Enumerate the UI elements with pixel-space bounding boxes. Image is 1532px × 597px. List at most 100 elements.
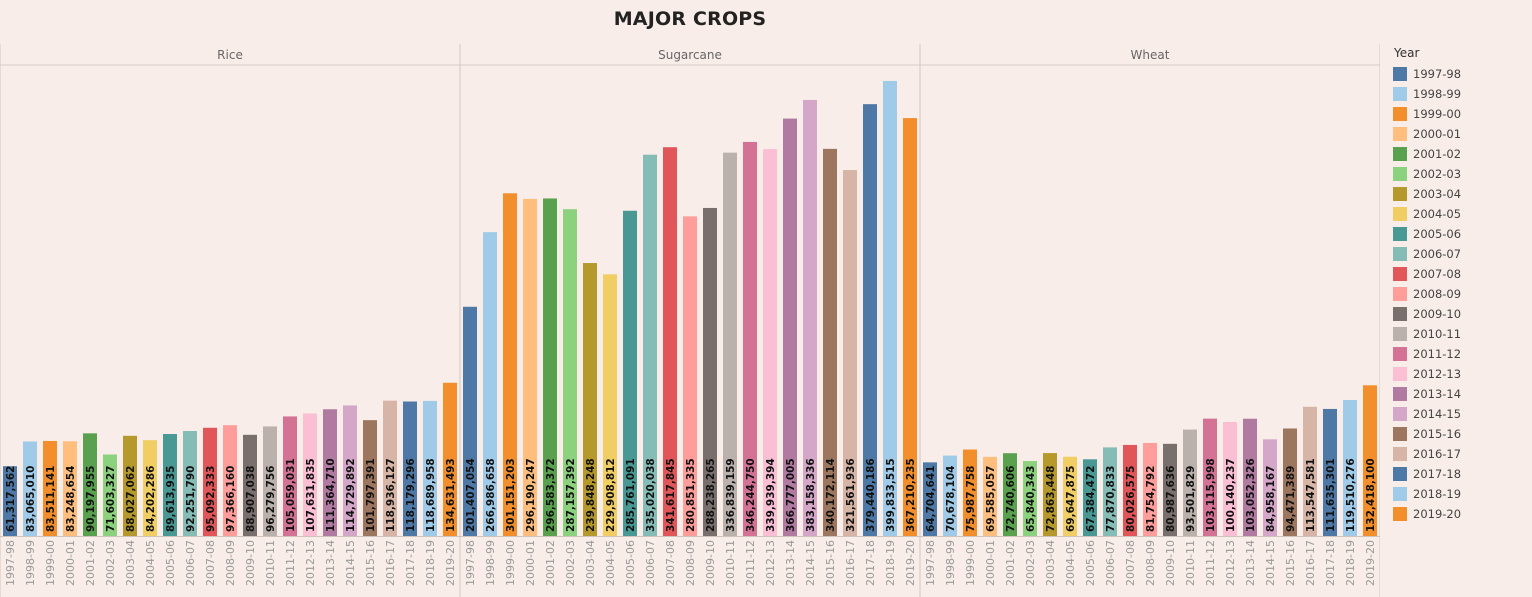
legend-item[interactable]: 2011-12 xyxy=(1393,344,1528,364)
legend-label: 2006-07 xyxy=(1413,247,1462,261)
data-label: 340,172,114 xyxy=(825,458,837,532)
legend-label: 2015-16 xyxy=(1413,427,1462,441)
legend-item[interactable]: 2019-20 xyxy=(1393,504,1528,524)
legend-item[interactable]: 2001-02 xyxy=(1393,144,1528,164)
legend-swatch xyxy=(1393,247,1407,261)
legend-item[interactable]: 2015-16 xyxy=(1393,424,1528,444)
legend-swatch xyxy=(1393,487,1407,501)
data-label: 72,740,606 xyxy=(1005,466,1017,532)
legend-item[interactable]: 2014-15 xyxy=(1393,404,1528,424)
data-label: 93,501,829 xyxy=(1185,466,1197,532)
data-label: 84,202,286 xyxy=(145,466,157,532)
legend-swatch xyxy=(1393,507,1407,521)
x-tick-label: 2017-18 xyxy=(1324,540,1337,586)
bar xyxy=(1323,408,1337,536)
bar xyxy=(263,426,277,536)
data-label: 83,065,010 xyxy=(25,466,37,532)
legend-item[interactable]: 2016-17 xyxy=(1393,444,1528,464)
legend-label: 2008-09 xyxy=(1413,287,1462,301)
x-tick-label: 2015-16 xyxy=(1284,540,1297,586)
x-tick-label: 2008-09 xyxy=(224,540,237,586)
legend-swatch xyxy=(1393,427,1407,441)
x-tick-label: 2008-09 xyxy=(684,540,697,586)
data-label: 84,958,167 xyxy=(1265,466,1277,532)
data-label: 61,317,562 xyxy=(5,466,17,532)
legend-swatch xyxy=(1393,187,1407,201)
legend-item[interactable]: 2006-07 xyxy=(1393,244,1528,264)
bar xyxy=(283,416,297,536)
data-label: 366,777,005 xyxy=(785,458,797,532)
data-label: 88,027,062 xyxy=(125,466,137,532)
x-tick-label: 2000-01 xyxy=(524,540,537,586)
data-label: 119,510,276 xyxy=(1345,458,1357,532)
legend-item[interactable]: 2003-04 xyxy=(1393,184,1528,204)
legend-item[interactable]: 2010-11 xyxy=(1393,324,1528,344)
x-tick-label: 2018-19 xyxy=(884,540,897,586)
bar xyxy=(1283,428,1297,536)
legend-item[interactable]: 2013-14 xyxy=(1393,384,1528,404)
data-label: 114,729,892 xyxy=(345,458,357,532)
x-tick-label: 2014-15 xyxy=(344,540,357,586)
legend-label: 2011-12 xyxy=(1413,347,1462,361)
x-tick-label: 2012-13 xyxy=(304,540,317,586)
legend-item[interactable]: 2017-18 xyxy=(1393,464,1528,484)
x-tick-label: 2010-11 xyxy=(1184,540,1197,586)
legend-label: 2019-20 xyxy=(1413,507,1462,521)
x-tick-label: 2006-07 xyxy=(184,540,197,586)
legend-item[interactable]: 1999-00 xyxy=(1393,104,1528,124)
legend-item[interactable]: 2002-03 xyxy=(1393,164,1528,184)
legend-item[interactable]: 2012-13 xyxy=(1393,364,1528,384)
legend-item[interactable]: 1997-98 xyxy=(1393,64,1528,84)
data-label: 335,020,038 xyxy=(645,458,657,532)
x-tick-label: 2010-11 xyxy=(264,540,277,586)
x-tick-label: 2007-08 xyxy=(204,540,217,586)
x-tick-label: 2005-06 xyxy=(1084,540,1097,586)
legend-label: 2002-03 xyxy=(1413,167,1462,181)
bar xyxy=(403,401,417,536)
x-tick-label: 2009-10 xyxy=(244,540,257,586)
x-tick-label: 2015-16 xyxy=(364,540,377,586)
legend-swatch xyxy=(1393,407,1407,421)
bar xyxy=(1263,439,1277,536)
data-label: 118,689,958 xyxy=(425,458,437,532)
x-tick-label: 1997-98 xyxy=(4,540,17,586)
bar xyxy=(663,147,677,536)
bar xyxy=(923,462,937,536)
x-tick-label: 2006-07 xyxy=(644,540,657,586)
legend-item[interactable]: 2000-01 xyxy=(1393,124,1528,144)
legend[interactable]: Year 1997-98 1998-99 1999-00 2000-01 2001-02… xyxy=(1393,46,1528,524)
legend-swatch xyxy=(1393,267,1407,281)
bar xyxy=(823,148,837,536)
bar xyxy=(43,440,57,536)
bar xyxy=(1223,422,1237,536)
legend-label: 2004-05 xyxy=(1413,207,1462,221)
legend-item[interactable]: 2009-10 xyxy=(1393,304,1528,324)
legend-item[interactable]: 2018-19 xyxy=(1393,484,1528,504)
data-label: 367,210,235 xyxy=(905,458,917,532)
legend-item[interactable]: 2004-05 xyxy=(1393,204,1528,224)
legend-swatch xyxy=(1393,67,1407,81)
x-tick-label: 1997-98 xyxy=(924,540,937,586)
bar xyxy=(483,232,497,537)
bar xyxy=(723,152,737,536)
x-tick-label: 1998-99 xyxy=(24,540,37,586)
bar xyxy=(23,441,37,536)
legend-item[interactable]: 1998-99 xyxy=(1393,84,1528,104)
data-label: 399,833,515 xyxy=(885,458,897,532)
panel-header-rice: Rice xyxy=(217,48,243,62)
data-label: 383,158,336 xyxy=(805,458,817,532)
data-label: 65,840,343 xyxy=(1025,466,1037,532)
bar xyxy=(1043,453,1057,536)
legend-item[interactable]: 2008-09 xyxy=(1393,284,1528,304)
legend-item[interactable]: 2005-06 xyxy=(1393,224,1528,244)
legend-title: Year xyxy=(1394,46,1420,60)
data-label: 339,939,394 xyxy=(765,458,777,532)
data-label: 77,870,833 xyxy=(1105,466,1117,532)
legend-item[interactable]: 2007-08 xyxy=(1393,264,1528,284)
data-label: 80,987,636 xyxy=(1165,466,1177,532)
bar xyxy=(1123,444,1137,536)
x-tick-label: 2007-08 xyxy=(664,540,677,586)
bar xyxy=(543,198,557,536)
bar xyxy=(643,154,657,537)
x-tick-label: 2017-18 xyxy=(404,540,417,586)
